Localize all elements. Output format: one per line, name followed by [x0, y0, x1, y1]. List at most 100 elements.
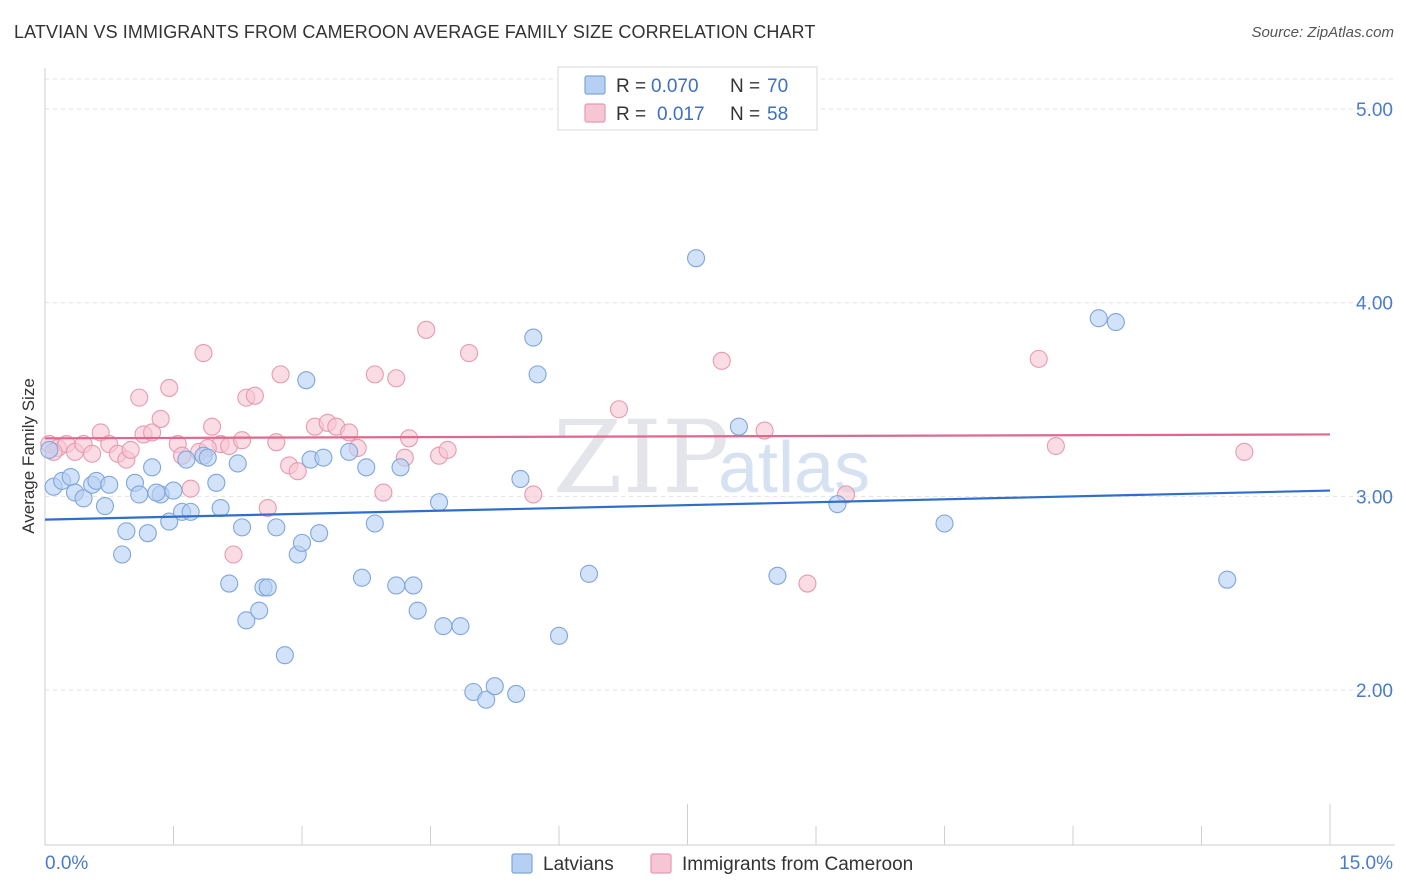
point-cameroon — [151, 409, 170, 428]
point-latvians — [258, 578, 277, 597]
point-cameroon — [798, 574, 817, 593]
point-cameroon — [1235, 442, 1254, 461]
y-tick-label: 5.00 — [1356, 100, 1393, 121]
point-cameroon — [417, 320, 436, 339]
point-latvians — [1106, 313, 1125, 332]
point-latvians — [430, 493, 449, 512]
point-latvians — [451, 617, 470, 636]
point-cameroon — [365, 365, 384, 384]
x-tick-label-end: 15.0% — [1339, 853, 1393, 874]
y-tick-label: 3.00 — [1356, 487, 1393, 508]
point-latvians — [935, 514, 954, 533]
gridlines — [45, 78, 1395, 691]
legend-bottom-label-cameroon: Immigrants from Cameroon — [682, 854, 913, 875]
y-tick-label: 2.00 — [1356, 681, 1393, 702]
legend-n-value-2: 58 — [767, 104, 788, 125]
point-latvians — [130, 485, 149, 504]
legend-top: R = 0.070 N = 70 R = 0.017 N = 58 — [557, 66, 818, 131]
point-latvians — [511, 469, 530, 489]
point-latvians — [729, 417, 748, 436]
point-latvians — [528, 365, 547, 384]
point-latvians — [579, 564, 599, 583]
point-cameroon — [245, 386, 264, 405]
point-cameroon — [755, 421, 774, 440]
point-latvians — [61, 467, 80, 487]
legend-n-value-1: 70 — [767, 76, 788, 97]
y-axis-label: Average Family Size — [19, 378, 38, 534]
point-latvians — [477, 690, 496, 709]
point-cameroon — [288, 462, 307, 481]
point-cameroon — [232, 431, 252, 450]
legend-bottom-swatch-latvians — [511, 853, 533, 874]
legend-bottom: Latvians Immigrants from Cameroon — [511, 853, 913, 875]
legend-r-value-1: 0.070 — [651, 76, 699, 97]
point-latvians — [117, 522, 136, 541]
point-latvians — [250, 601, 269, 620]
point-latvians — [228, 454, 247, 473]
point-latvians — [164, 481, 183, 500]
legend-n-label-1: N = — [730, 76, 760, 97]
watermark-zip: ZIP — [553, 399, 729, 516]
point-latvians — [292, 533, 312, 552]
point-latvians — [220, 574, 239, 593]
x-tick-label-start: 0.0% — [45, 853, 88, 874]
point-latvians — [768, 566, 787, 585]
point-latvians — [549, 626, 569, 645]
point-cameroon — [203, 417, 222, 436]
point-cameroon — [1046, 436, 1065, 456]
point-latvians — [507, 684, 526, 703]
legend-bottom-label-latvians: Latvians — [543, 854, 614, 875]
point-latvians — [1089, 309, 1108, 328]
point-latvians — [404, 576, 423, 595]
point-cameroon — [130, 388, 149, 407]
watermark: ZIP atlas — [553, 399, 870, 516]
point-latvians — [352, 568, 372, 587]
point-latvians — [524, 328, 543, 347]
point-cameroon — [387, 369, 406, 388]
point-latvians — [267, 518, 286, 537]
trend-lines — [44, 433, 1331, 521]
legend-swatch-cameroon — [584, 103, 606, 123]
scatter-points — [40, 249, 1254, 709]
point-latvians — [237, 611, 256, 630]
point-cameroon — [712, 351, 731, 370]
point-latvians — [310, 524, 329, 543]
point-latvians — [275, 646, 294, 665]
point-latvians — [95, 497, 115, 516]
point-cameroon — [459, 344, 479, 363]
trend-line-cameroon — [44, 433, 1331, 440]
point-latvians — [100, 475, 119, 494]
x-ticks — [44, 804, 1331, 845]
point-latvians — [687, 249, 706, 268]
point-latvians — [485, 677, 504, 696]
y-tick-label: 4.00 — [1356, 294, 1393, 315]
point-cameroon — [224, 545, 243, 564]
point-latvians — [357, 458, 376, 477]
point-latvians — [391, 458, 410, 477]
point-latvians — [365, 514, 384, 533]
point-cameroon — [271, 365, 290, 384]
point-latvians — [314, 448, 333, 467]
point-cameroon — [121, 440, 140, 459]
point-latvians — [408, 601, 427, 620]
point-latvians — [40, 440, 59, 459]
source-label: Source: ZipAtlas.com — [1251, 24, 1394, 41]
point-latvians — [143, 458, 162, 477]
point-latvians — [147, 483, 166, 502]
point-latvians — [181, 502, 200, 521]
point-latvians — [211, 498, 230, 518]
point-latvians — [177, 450, 196, 469]
legend-bottom-swatch-cameroon — [650, 853, 672, 874]
point-cameroon — [181, 479, 200, 498]
point-latvians — [207, 473, 226, 492]
point-latvians — [138, 524, 157, 543]
point-latvians — [1218, 570, 1237, 589]
point-cameroon — [609, 400, 629, 419]
trend-line-latvians — [44, 489, 1331, 521]
point-latvians — [198, 448, 217, 467]
point-cameroon — [194, 344, 213, 363]
point-cameroon — [160, 378, 179, 397]
legend-n-label-2: N = — [730, 104, 760, 125]
point-latvians — [113, 545, 132, 564]
